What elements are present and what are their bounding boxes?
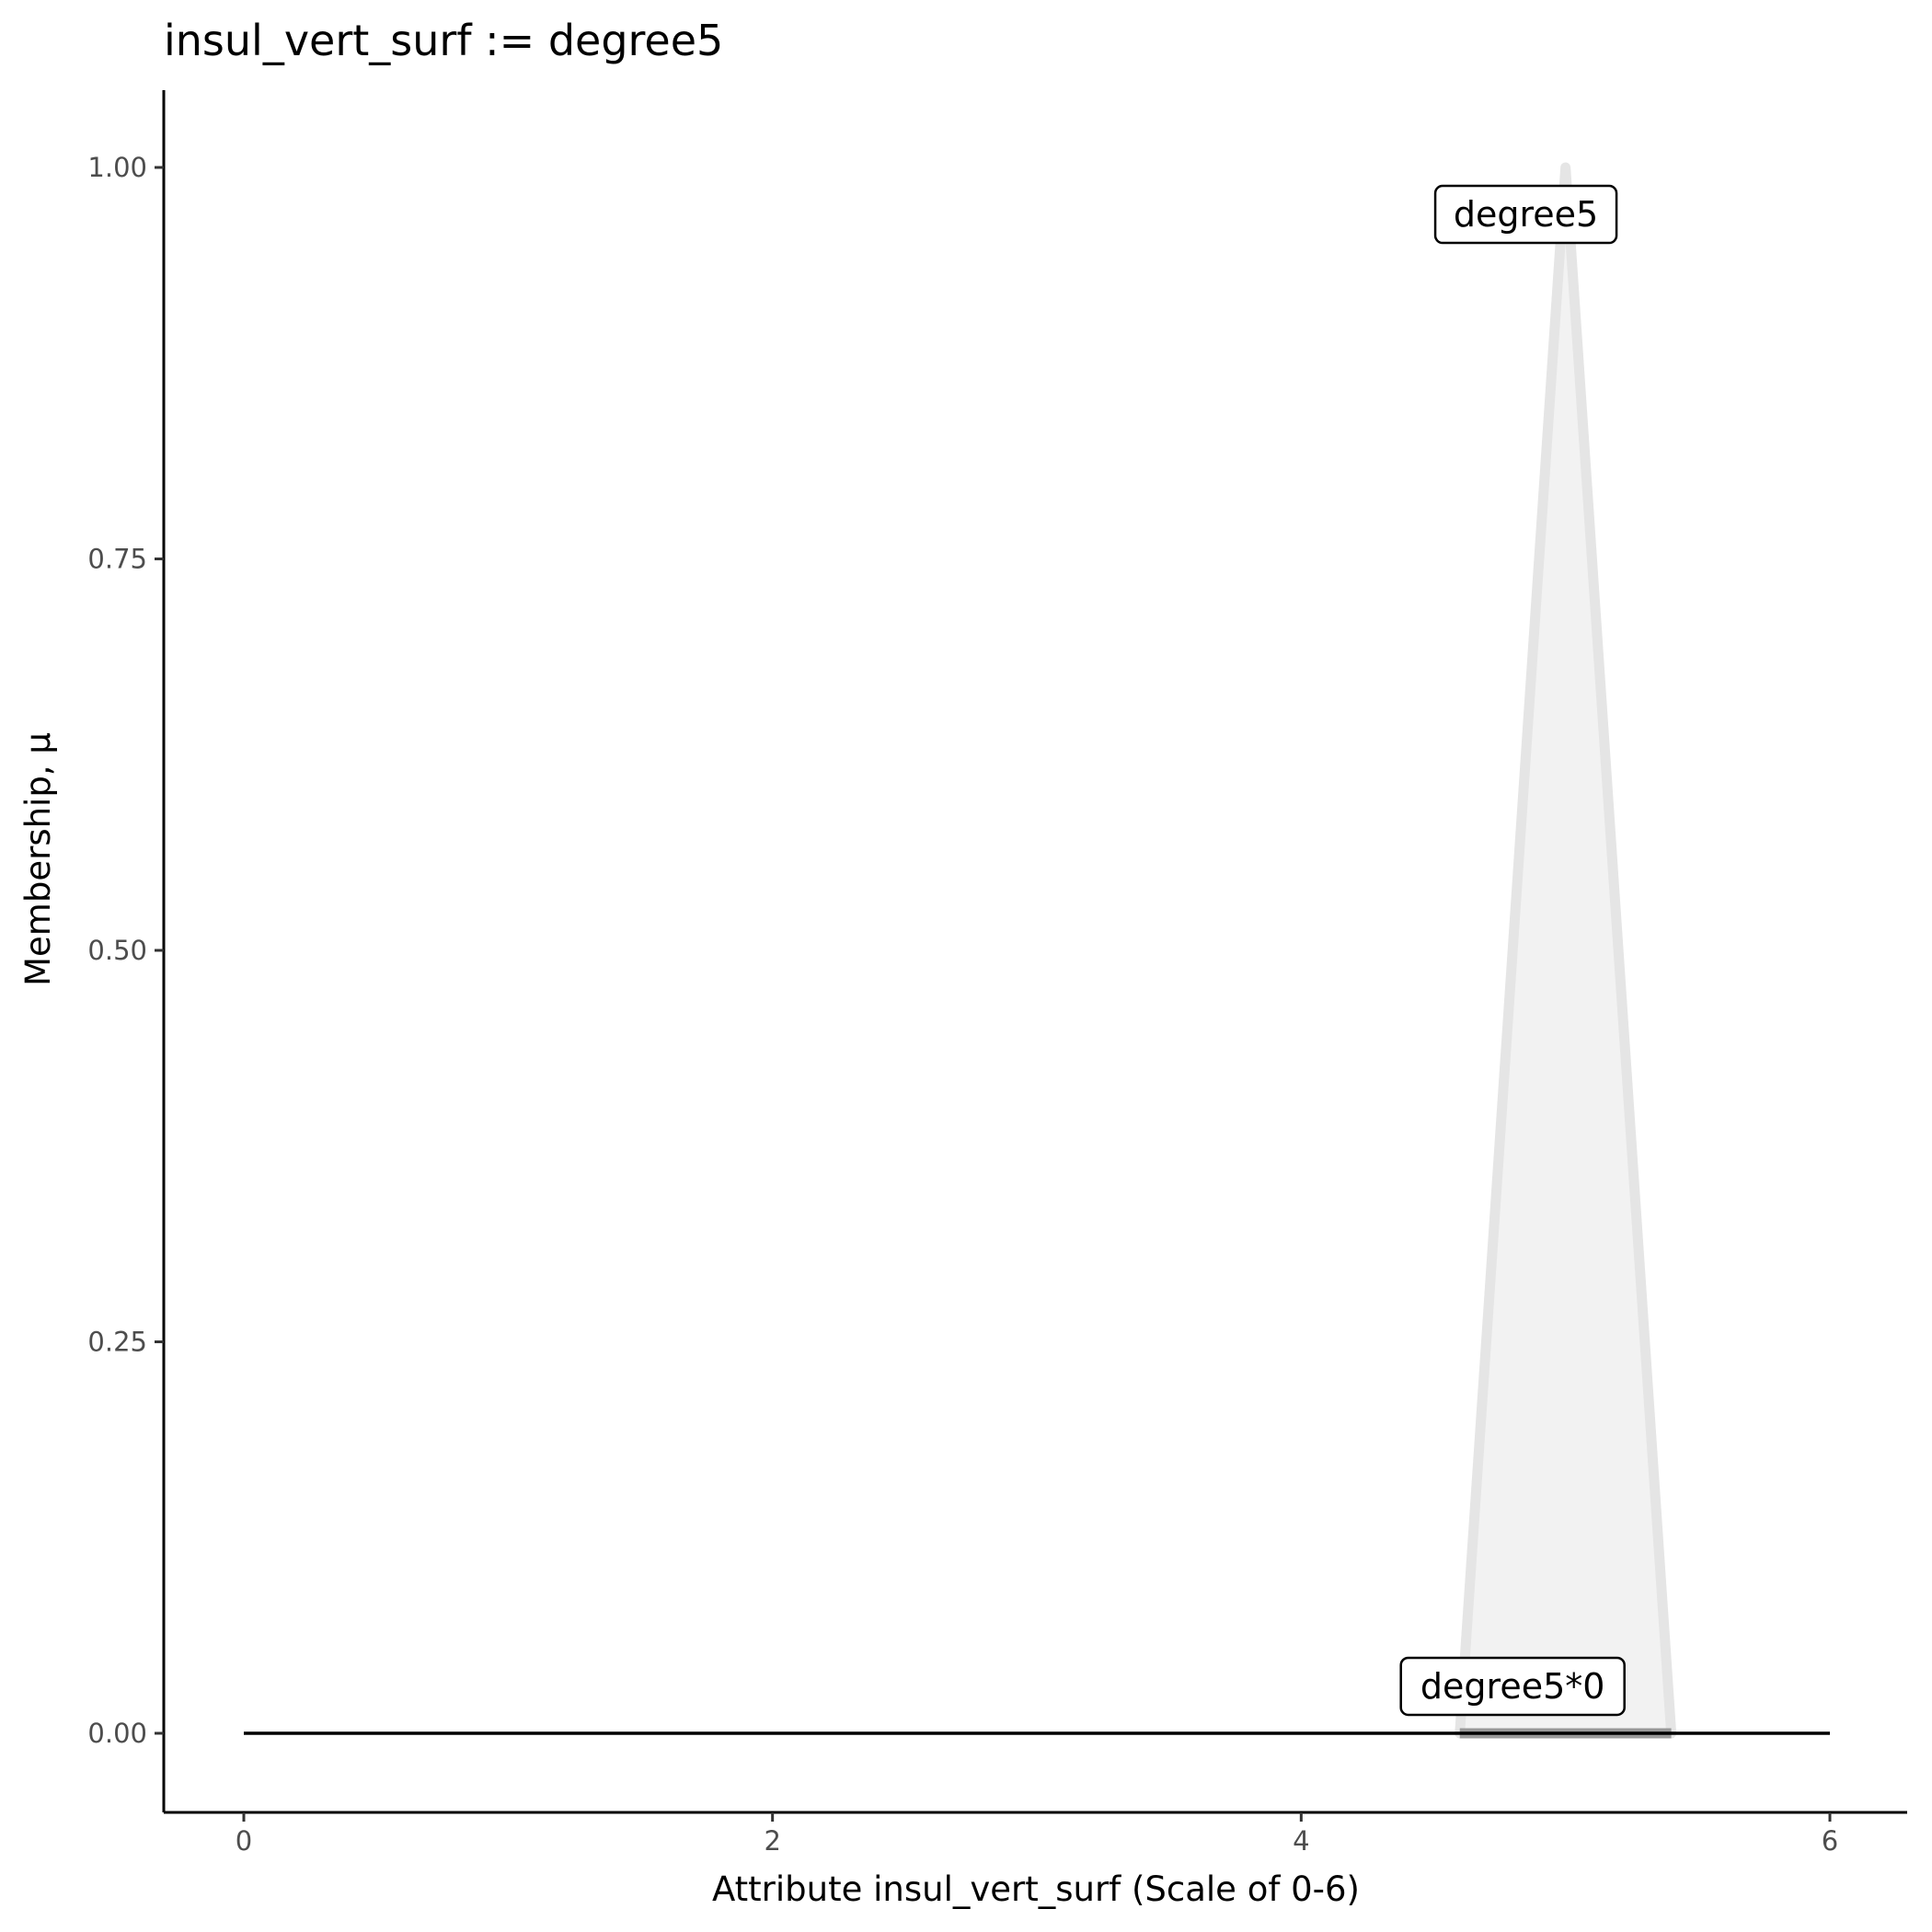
series-area-degree5 [1455,162,1677,1739]
x-tick-label: 6 [1822,1825,1838,1857]
y-tick-label: 0.00 [87,1718,147,1749]
y-tick-label: 0.25 [87,1327,147,1358]
plot-area: degree5 degree5*0 [244,162,1830,1739]
annotation-text: degree5*0 [1420,1666,1605,1707]
x-axis-ticks: 0 2 4 6 [236,1812,1838,1857]
y-axis-ticks: 0.00 0.25 0.50 0.75 1.00 [87,152,164,1749]
y-axis-label: Membership, μ [18,732,58,986]
x-axis-label: Attribute insul_vert_surf (Scale of 0-6) [712,1869,1360,1909]
x-tick-label: 4 [1293,1825,1309,1857]
y-tick-label: 0.75 [87,544,147,575]
annotation-label: degree5 [1433,184,1618,245]
y-tick-label: 1.00 [87,152,147,183]
x-tick-label: 0 [236,1825,252,1857]
annotation-box [1399,1656,1626,1717]
chart-title: insul_vert_surf := degree5 [164,16,723,65]
annotation-text: degree5 [1454,194,1598,235]
x-tick-label: 2 [764,1825,780,1857]
annotation-label: degree5*0 [1399,1656,1626,1717]
annotation-box [1433,184,1618,245]
y-tick-label: 0.50 [87,935,147,966]
